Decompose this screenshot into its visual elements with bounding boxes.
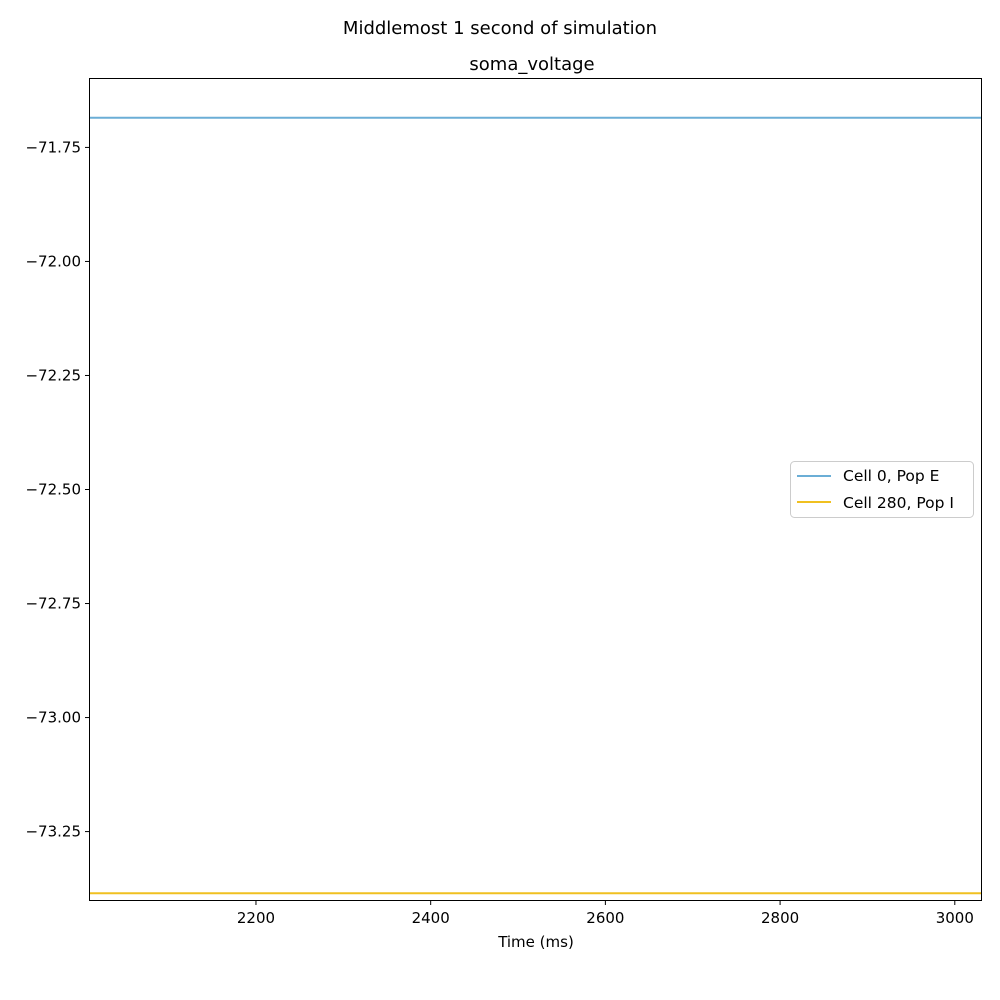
y-tick-label: −72.50	[25, 481, 81, 499]
legend: Cell 0, Pop E Cell 280, Pop I	[790, 461, 974, 518]
x-tick-label: 2400	[412, 909, 450, 927]
y-axis: −71.75 −72.00 −72.25 −72.50 −72.75 −73.00 −73.…	[25, 138, 90, 841]
y-tick-label: −72.75	[25, 595, 81, 613]
legend-label-cell-0-pop-e: Cell 0, Pop E	[843, 467, 939, 485]
legend-box	[790, 461, 974, 518]
y-tick-label: −72.00	[25, 252, 81, 270]
series-layer	[90, 116, 981, 895]
figure-suptitle: Middlemost 1 second of simulation	[343, 18, 657, 39]
x-tick-label: 2200	[237, 909, 275, 927]
y-tick-label: −73.00	[25, 709, 81, 727]
y-tick-label: −71.75	[25, 138, 81, 156]
legend-label-cell-280-pop-i: Cell 280, Pop I	[843, 494, 954, 512]
x-tick-label: 2600	[586, 909, 624, 927]
x-tick-label: 3000	[936, 909, 974, 927]
y-tick-label: −72.25	[25, 366, 81, 384]
x-axis: 2200 2400 2600 2800 3000	[237, 900, 974, 927]
x-tick-label: 2800	[761, 909, 799, 927]
y-tick-label: −73.25	[25, 823, 81, 841]
x-axis-label: Time (ms)	[497, 933, 574, 951]
axes-title: soma_voltage	[469, 54, 594, 75]
